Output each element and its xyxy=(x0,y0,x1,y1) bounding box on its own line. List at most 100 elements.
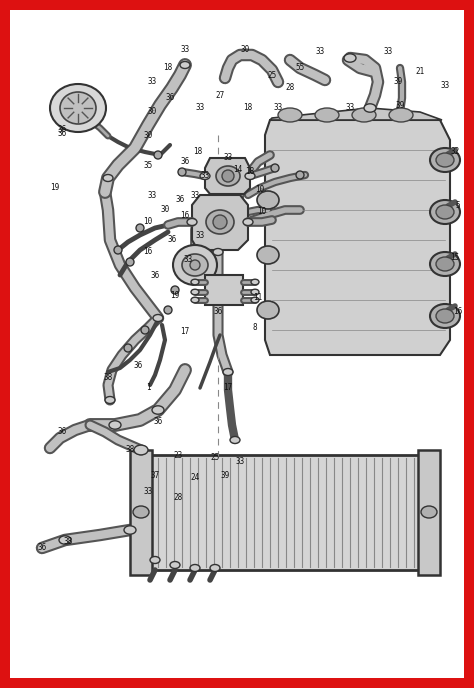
Text: 16: 16 xyxy=(181,211,190,219)
Text: 18: 18 xyxy=(246,167,255,177)
Circle shape xyxy=(141,326,149,334)
Bar xyxy=(464,0,474,688)
Text: 18: 18 xyxy=(164,63,173,72)
Text: 32: 32 xyxy=(450,147,460,156)
Text: 38: 38 xyxy=(126,446,135,455)
Ellipse shape xyxy=(315,108,339,122)
Ellipse shape xyxy=(436,205,454,219)
Text: 33: 33 xyxy=(183,255,192,264)
Text: 1: 1 xyxy=(146,383,150,392)
Text: 33: 33 xyxy=(195,230,205,239)
Text: 25: 25 xyxy=(267,70,277,80)
Circle shape xyxy=(296,171,304,179)
Ellipse shape xyxy=(230,436,240,444)
Text: 33: 33 xyxy=(201,171,210,180)
Ellipse shape xyxy=(152,406,164,414)
Bar xyxy=(205,275,243,305)
Ellipse shape xyxy=(251,279,259,285)
Text: 36: 36 xyxy=(175,195,185,204)
Ellipse shape xyxy=(257,246,279,264)
Text: 36: 36 xyxy=(37,544,46,552)
Text: 28: 28 xyxy=(285,83,295,92)
Text: 33: 33 xyxy=(346,103,355,113)
Ellipse shape xyxy=(124,526,136,534)
Ellipse shape xyxy=(216,166,240,186)
Text: 14: 14 xyxy=(233,166,243,175)
Ellipse shape xyxy=(150,557,160,563)
Ellipse shape xyxy=(389,108,413,122)
Ellipse shape xyxy=(436,309,454,323)
Ellipse shape xyxy=(436,257,454,271)
Text: 19: 19 xyxy=(170,290,180,299)
Text: 33: 33 xyxy=(195,103,205,113)
Text: 36: 36 xyxy=(57,129,67,138)
Text: 30: 30 xyxy=(160,206,170,215)
Ellipse shape xyxy=(430,252,460,276)
Ellipse shape xyxy=(257,191,279,209)
Text: 18: 18 xyxy=(243,103,253,113)
Text: 16: 16 xyxy=(143,248,153,257)
Ellipse shape xyxy=(278,108,302,122)
Text: 8: 8 xyxy=(253,323,257,332)
Text: 17: 17 xyxy=(223,383,233,392)
Text: 21: 21 xyxy=(415,67,425,76)
Circle shape xyxy=(171,286,179,294)
Bar xyxy=(130,450,152,575)
Text: 33: 33 xyxy=(223,153,233,162)
Ellipse shape xyxy=(344,54,356,62)
Text: 39: 39 xyxy=(220,471,229,480)
Text: 33: 33 xyxy=(181,45,190,54)
Text: 33: 33 xyxy=(440,80,450,89)
Text: 36: 36 xyxy=(57,427,67,436)
Text: 36: 36 xyxy=(181,158,190,166)
Bar xyxy=(0,0,474,10)
Polygon shape xyxy=(192,195,248,250)
Text: 15: 15 xyxy=(450,253,460,263)
Circle shape xyxy=(213,215,227,229)
Ellipse shape xyxy=(223,369,233,376)
Ellipse shape xyxy=(430,200,460,224)
Text: 38: 38 xyxy=(64,537,73,546)
Text: 24: 24 xyxy=(191,473,200,482)
Ellipse shape xyxy=(352,108,376,122)
Bar xyxy=(0,0,10,688)
Text: 33: 33 xyxy=(236,458,245,466)
Ellipse shape xyxy=(200,173,210,180)
Text: 33: 33 xyxy=(273,103,283,113)
Ellipse shape xyxy=(190,564,200,572)
Ellipse shape xyxy=(170,561,180,568)
Text: 33: 33 xyxy=(143,488,153,497)
Text: 38: 38 xyxy=(103,374,113,383)
Ellipse shape xyxy=(364,104,376,112)
Ellipse shape xyxy=(153,314,163,321)
Ellipse shape xyxy=(251,289,259,294)
Circle shape xyxy=(136,224,144,232)
Text: 18: 18 xyxy=(193,147,202,156)
Text: 55: 55 xyxy=(295,63,305,72)
Ellipse shape xyxy=(105,396,115,403)
Text: 5: 5 xyxy=(456,200,460,210)
Ellipse shape xyxy=(213,248,223,255)
Text: 27: 27 xyxy=(215,91,225,100)
Circle shape xyxy=(126,258,134,266)
Circle shape xyxy=(178,168,186,176)
Bar xyxy=(150,455,420,570)
Ellipse shape xyxy=(243,219,253,226)
Circle shape xyxy=(164,306,172,314)
Ellipse shape xyxy=(191,297,199,303)
Circle shape xyxy=(114,246,122,254)
Bar xyxy=(418,450,440,575)
Text: 37: 37 xyxy=(150,471,160,480)
Text: 30: 30 xyxy=(240,45,250,54)
Text: 33: 33 xyxy=(147,78,156,87)
Text: 23: 23 xyxy=(173,451,182,460)
Text: 30: 30 xyxy=(143,131,153,140)
Ellipse shape xyxy=(430,148,460,172)
Ellipse shape xyxy=(436,153,454,167)
Text: 36: 36 xyxy=(133,361,143,369)
Ellipse shape xyxy=(251,297,259,303)
Ellipse shape xyxy=(133,506,149,518)
Text: 10: 10 xyxy=(257,208,266,217)
Text: 36: 36 xyxy=(150,270,160,279)
Text: 33: 33 xyxy=(147,191,156,200)
